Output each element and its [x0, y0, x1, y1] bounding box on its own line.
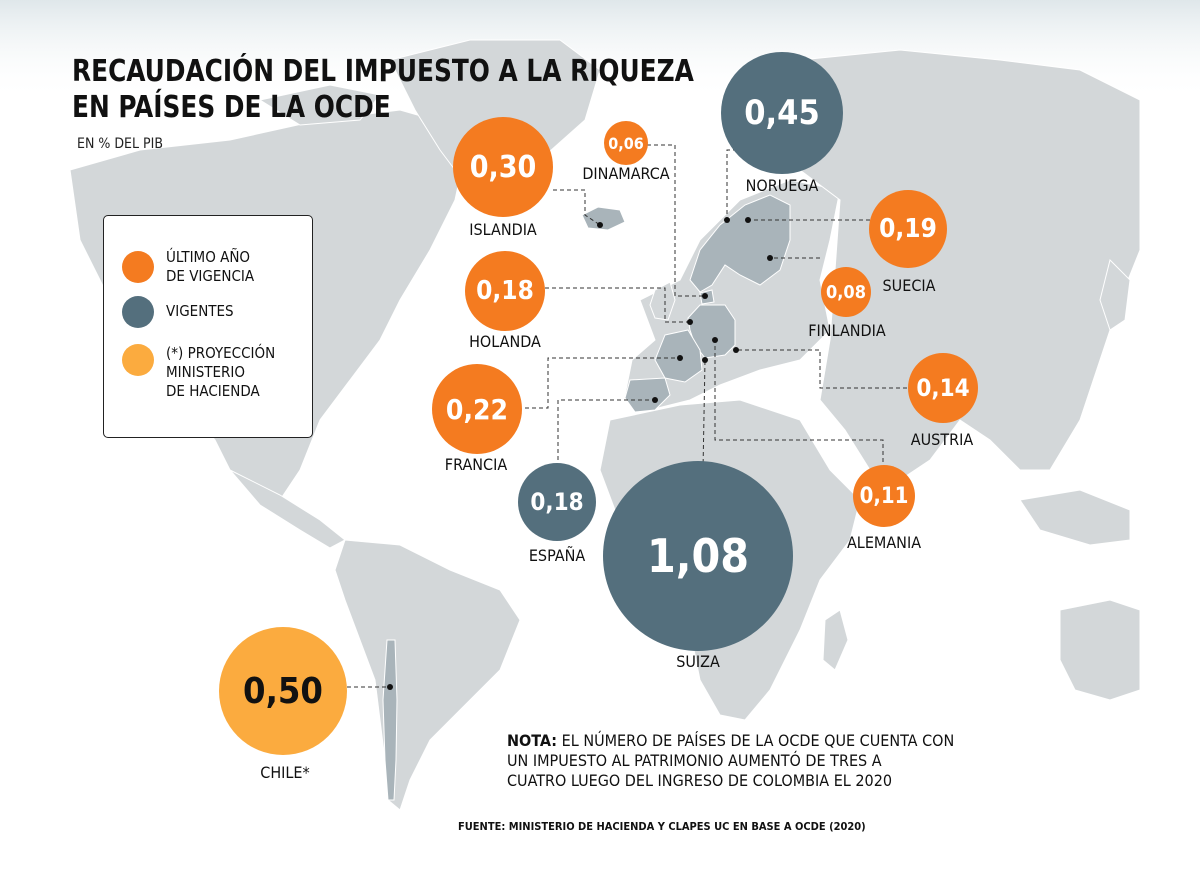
value-austria: 0,14 — [916, 374, 970, 402]
australia-landmass — [1059, 599, 1141, 701]
madagascar-landmass — [822, 609, 849, 671]
value-holanda: 0,18 — [476, 276, 534, 306]
legend-label-vigentes: VIGENTES — [166, 302, 234, 320]
value-dinamarca: 0,06 — [608, 133, 644, 153]
page-title: RECAUDACIÓN DEL IMPUESTO A LA RIQUEZA EN… — [72, 54, 694, 126]
bubble-chile: 0,50 — [219, 627, 347, 755]
note-text: EL NÚMERO DE PAÍSES DE LA OCDE QUE CUENT… — [507, 731, 955, 790]
leader-alemania — [714, 340, 884, 462]
legend-swatch-proyeccion — [122, 344, 154, 376]
arctic-islands — [258, 84, 381, 126]
value-islandia: 0,30 — [469, 149, 537, 185]
legend-swatch-vigentes — [122, 296, 154, 328]
bubble-noruega: 0,45 — [721, 52, 843, 174]
note-label: NOTA: — [507, 731, 558, 750]
title-line-1: RECAUDACIÓN DEL IMPUESTO A LA RIQUEZA — [72, 54, 694, 89]
uk-landmass — [649, 281, 676, 321]
dot-holanda — [687, 319, 693, 325]
bubble-suecia: 0,19 — [869, 190, 947, 268]
bubble-espana: 0,18 — [518, 463, 596, 541]
label-holanda: HOLANDA — [469, 332, 541, 351]
label-suecia: SUECIA — [882, 276, 936, 295]
value-suecia: 0,19 — [879, 214, 937, 244]
south-america-landmass — [334, 539, 521, 811]
value-suiza: 1,08 — [646, 529, 750, 583]
source-text: FUENTE: MINISTERIO DE HACIENDA Y CLAPES … — [458, 820, 866, 833]
legend-item-ultimo: ÚLTIMO AÑO DE VIGENCIA — [122, 248, 254, 286]
legend-label-proyeccion: (*) PROYECCIÓN MINISTERIO DE HACIENDA — [166, 344, 276, 400]
bubble-islandia: 0,30 — [453, 117, 553, 217]
dot-dinamarca — [702, 293, 708, 299]
japan-landmass — [1099, 259, 1131, 331]
bubble-francia: 0,22 — [432, 364, 522, 454]
central-america-landmass — [229, 469, 346, 549]
bubble-austria: 0,14 — [908, 353, 978, 423]
value-alemania: 0,11 — [859, 483, 909, 509]
leader-holanda — [545, 287, 690, 323]
title-line-2: EN PAÍSES DE LA OCDE — [72, 90, 391, 125]
asia-landmass — [759, 49, 1141, 481]
spain-landmass — [624, 377, 671, 413]
bubble-alemania: 0,11 — [853, 465, 915, 527]
value-finlandia: 0,08 — [826, 281, 866, 303]
dot-francia — [677, 355, 683, 361]
label-francia: FRANCIA — [444, 455, 508, 474]
label-espana: ESPAÑA — [528, 546, 586, 565]
dot-espana — [652, 397, 658, 403]
label-chile: CHILE* — [260, 763, 310, 782]
scandinavia-landmass — [689, 194, 791, 293]
dot-finlandia — [767, 255, 773, 261]
value-espana: 0,18 — [530, 488, 584, 516]
dot-islandia — [597, 222, 603, 228]
label-finlandia: FINLANDIA — [808, 321, 886, 340]
dot-suecia — [745, 217, 751, 223]
value-noruega: 0,45 — [744, 93, 820, 133]
value-chile: 0,50 — [243, 670, 323, 712]
legend-item-vigentes: VIGENTES — [122, 296, 234, 328]
label-dinamarca: DINAMARCA — [582, 164, 670, 183]
legend: ÚLTIMO AÑO DE VIGENCIA VIGENTES (*) PROY… — [103, 215, 313, 438]
legend-label-ultimo: ÚLTIMO AÑO DE VIGENCIA — [166, 248, 255, 285]
iceland-landmass — [581, 206, 626, 231]
bubble-dinamarca: 0,06 — [604, 121, 648, 165]
bubble-holanda: 0,18 — [465, 251, 545, 331]
dot-alemania — [712, 337, 718, 343]
label-austria: AUSTRIA — [910, 430, 974, 449]
southeast-asia-islands — [1019, 489, 1131, 546]
dot-suiza — [702, 357, 708, 363]
label-islandia: ISLANDIA — [469, 220, 537, 239]
leader-islandia — [553, 189, 601, 226]
chile-landmass — [382, 639, 398, 801]
bubble-suiza: 1,08 — [603, 461, 793, 651]
note: NOTA: EL NÚMERO DE PAÍSES DE LA OCDE QUE… — [507, 731, 954, 791]
dot-austria — [733, 347, 739, 353]
label-alemania: ALEMANIA — [846, 533, 922, 552]
legend-swatch-ultimo — [122, 251, 154, 283]
leader-austria — [736, 349, 907, 389]
bubble-finlandia: 0,08 — [821, 267, 871, 317]
dot-noruega — [724, 217, 730, 223]
legend-item-proyeccion: (*) PROYECCIÓN MINISTERIO DE HACIENDA — [122, 344, 275, 401]
dot-chile — [387, 684, 393, 690]
leader-dinamarca — [640, 144, 705, 297]
label-suiza: SUIZA — [676, 652, 720, 671]
subtitle: EN % DEL PIB — [77, 136, 163, 152]
leader-suiza — [702, 359, 706, 471]
value-francia: 0,22 — [445, 392, 509, 426]
label-noruega: NORUEGA — [745, 176, 819, 195]
leader-espana — [557, 399, 655, 460]
